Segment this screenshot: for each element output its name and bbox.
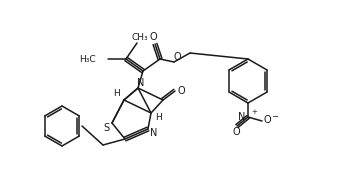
Text: N: N [238, 112, 245, 122]
Text: H: H [114, 89, 120, 98]
Text: N: N [150, 128, 158, 138]
Text: O: O [173, 52, 181, 62]
Text: +: + [251, 109, 257, 115]
Text: S: S [103, 123, 109, 133]
Text: −: − [271, 113, 278, 121]
Text: CH₃: CH₃ [132, 33, 148, 41]
Text: H₃C: H₃C [79, 54, 96, 64]
Text: N: N [137, 78, 145, 88]
Text: O: O [264, 115, 272, 125]
Text: O: O [232, 127, 240, 137]
Text: O: O [149, 32, 157, 42]
Text: H: H [155, 113, 161, 123]
Text: O: O [177, 86, 185, 96]
